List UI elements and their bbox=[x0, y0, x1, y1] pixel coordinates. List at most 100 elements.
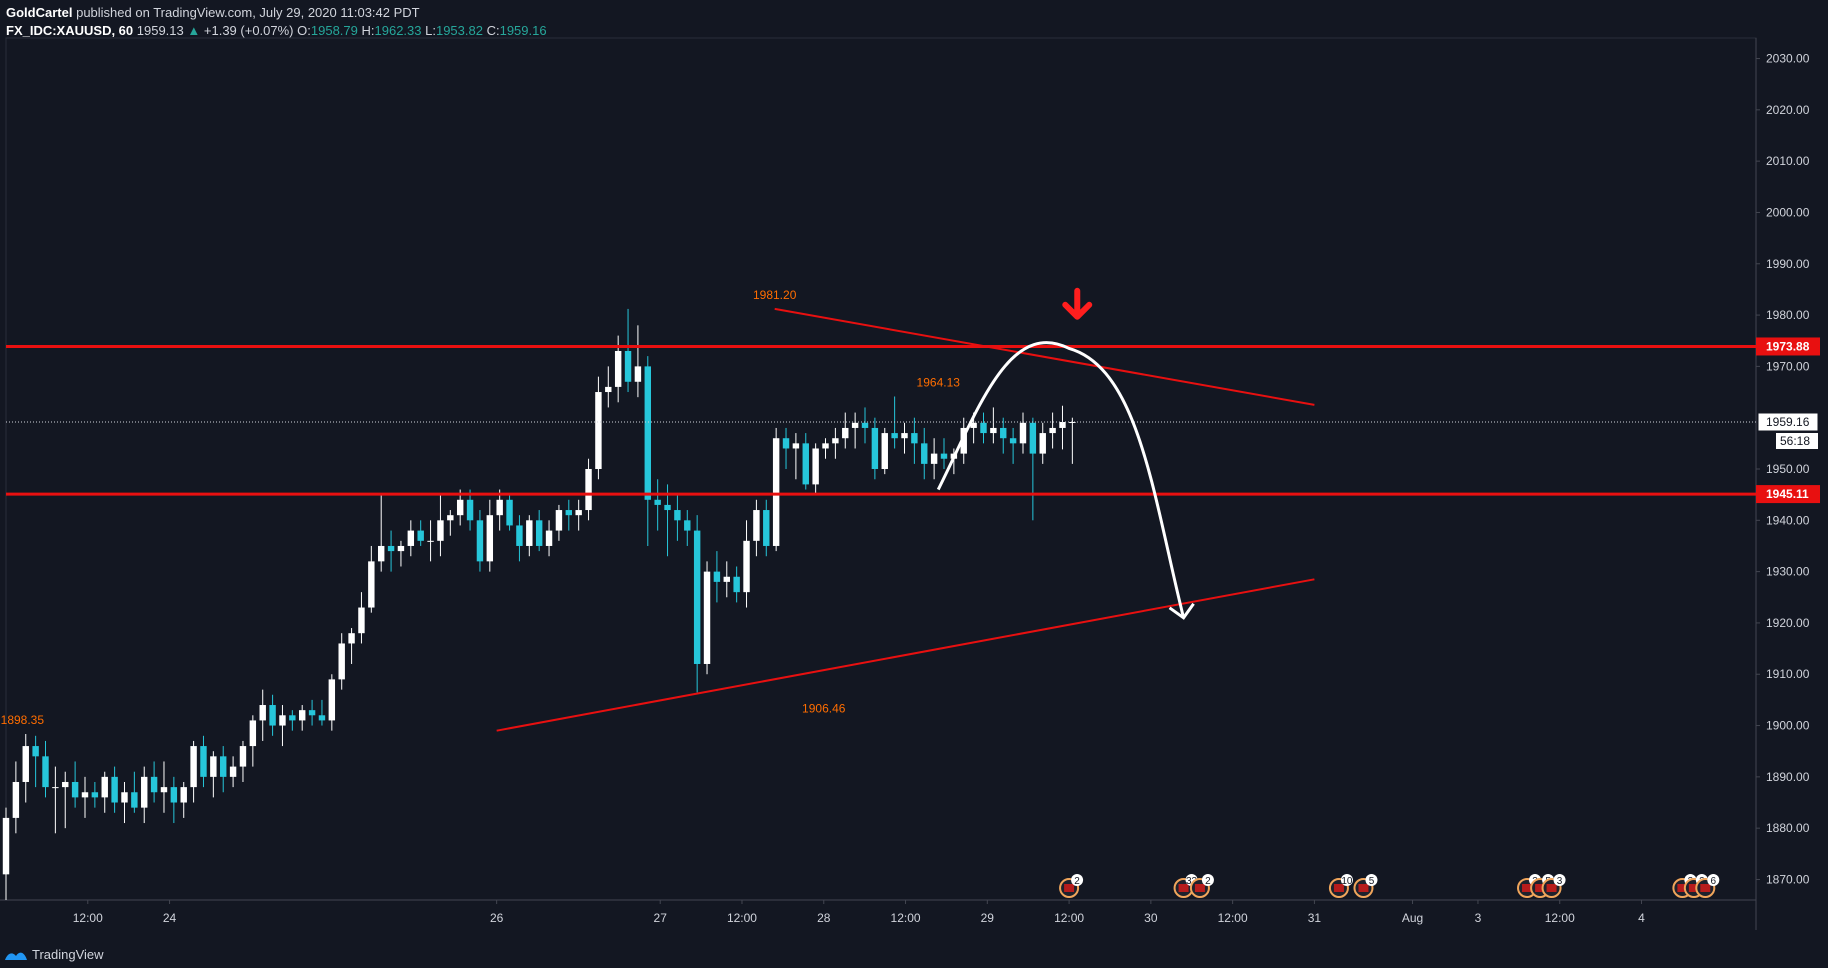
y-tick-label: 2000.00 bbox=[1766, 205, 1810, 219]
y-tick-label: 1940.00 bbox=[1766, 513, 1810, 527]
candle-body bbox=[486, 515, 494, 562]
candle-body bbox=[121, 792, 128, 803]
candle-body bbox=[456, 499, 464, 516]
candle-body bbox=[506, 499, 513, 526]
y-tick-label: 1870.00 bbox=[1766, 872, 1810, 886]
candle-body bbox=[595, 392, 602, 469]
y-tick-label: 1910.00 bbox=[1766, 667, 1810, 681]
event-count-label: 6 bbox=[1711, 876, 1717, 887]
candle-body bbox=[52, 787, 59, 789]
candle-body bbox=[970, 422, 977, 428]
candle-body bbox=[901, 433, 908, 439]
y-tick-label: 1970.00 bbox=[1766, 359, 1810, 373]
candle-body bbox=[417, 530, 424, 541]
x-tick-label: 12:00 bbox=[1054, 911, 1084, 925]
y-tick-label: 1950.00 bbox=[1766, 462, 1810, 476]
us-flag-icon bbox=[1194, 884, 1205, 892]
low-label: L: bbox=[425, 23, 436, 38]
candle-body bbox=[397, 545, 405, 552]
candle-body bbox=[42, 756, 49, 788]
x-tick-label: 4 bbox=[1638, 911, 1645, 925]
candle-body bbox=[664, 504, 671, 511]
candle-body bbox=[12, 781, 20, 818]
candle-body bbox=[466, 499, 474, 521]
candle-body bbox=[851, 422, 859, 428]
candle-body bbox=[693, 530, 701, 664]
us-flag-icon bbox=[1333, 884, 1344, 892]
candle-body bbox=[111, 776, 118, 803]
tradingview-footer[interactable]: TradingView bbox=[4, 947, 104, 962]
candle-body bbox=[377, 545, 385, 562]
candle-body bbox=[368, 561, 375, 608]
symbol-label[interactable]: FX_IDC:XAUUSD, 60 bbox=[6, 23, 134, 38]
countdown-label: 56:18 bbox=[1780, 434, 1810, 448]
candle-body bbox=[743, 540, 750, 593]
candle-body bbox=[1000, 427, 1007, 439]
trend-line-upper bbox=[774, 307, 1315, 406]
candle-body bbox=[674, 510, 681, 521]
candle-body bbox=[1059, 422, 1066, 428]
candle-body bbox=[555, 510, 563, 531]
x-tick-label: 29 bbox=[981, 911, 995, 925]
candle-body bbox=[62, 781, 69, 788]
candle-body bbox=[891, 433, 898, 439]
candle-body bbox=[170, 787, 178, 803]
candle-body bbox=[526, 520, 533, 546]
candle-body bbox=[32, 746, 39, 757]
candle-body bbox=[210, 756, 217, 777]
candle-body bbox=[861, 422, 869, 428]
close-label: C: bbox=[486, 23, 500, 38]
level-price-tag bbox=[1756, 485, 1820, 504]
low-value: 1953.82 bbox=[435, 23, 483, 38]
us-flag-icon bbox=[1546, 884, 1557, 892]
candle-body bbox=[328, 679, 336, 721]
candle-body bbox=[1049, 427, 1056, 434]
candle-body bbox=[220, 756, 227, 777]
candle-body bbox=[2, 817, 10, 875]
event-count-badge bbox=[1707, 874, 1720, 886]
candle-body bbox=[713, 571, 721, 582]
y-tick-label: 1920.00 bbox=[1766, 616, 1810, 630]
tradingview-brand: TradingView bbox=[32, 947, 104, 962]
event-count-label: 33 bbox=[1186, 876, 1198, 887]
candle-body bbox=[990, 427, 997, 434]
candle-body bbox=[822, 443, 829, 449]
up-triangle-icon: ▲ bbox=[187, 23, 201, 38]
author-name[interactable]: GoldCartel bbox=[6, 5, 73, 20]
level-price-tag bbox=[1756, 337, 1820, 356]
current-price-label: 1959.16 bbox=[1766, 415, 1810, 429]
candle-body bbox=[842, 427, 849, 439]
candle-body bbox=[634, 366, 642, 382]
us-flag-icon bbox=[1358, 884, 1369, 892]
candle-body bbox=[921, 443, 928, 464]
candle-body bbox=[930, 453, 938, 464]
candle-body bbox=[387, 545, 395, 552]
x-tick-label: 3 bbox=[1475, 911, 1482, 925]
open-label: O: bbox=[297, 23, 311, 38]
candle-body bbox=[437, 520, 444, 541]
price-annotation: 1964.13 bbox=[917, 375, 961, 389]
candle-body bbox=[476, 520, 484, 562]
candle-body bbox=[81, 792, 89, 798]
candle-body bbox=[141, 776, 148, 808]
us-flag-icon bbox=[1064, 884, 1075, 892]
event-count-badge bbox=[1201, 874, 1214, 886]
candle-body bbox=[881, 433, 888, 469]
us-flag-icon bbox=[1677, 884, 1688, 892]
candle-body bbox=[338, 643, 345, 680]
candle-body bbox=[684, 520, 691, 531]
projected-path-arrowhead bbox=[1168, 602, 1195, 620]
event-count-label: 10 bbox=[1341, 876, 1353, 887]
us-flag-icon bbox=[1535, 884, 1546, 892]
candle-body bbox=[279, 715, 286, 726]
candle-body bbox=[792, 443, 800, 449]
high-value: 1962.33 bbox=[374, 23, 422, 38]
candle-body bbox=[782, 438, 790, 449]
current-price-tag bbox=[1757, 412, 1819, 432]
candle-body bbox=[812, 448, 819, 485]
chart-header: GoldCartel published on TradingView.com,… bbox=[6, 4, 547, 40]
us-flag-icon bbox=[1688, 884, 1699, 892]
price-annotation: 1906.46 bbox=[802, 701, 846, 715]
x-tick-label: 30 bbox=[1144, 911, 1158, 925]
